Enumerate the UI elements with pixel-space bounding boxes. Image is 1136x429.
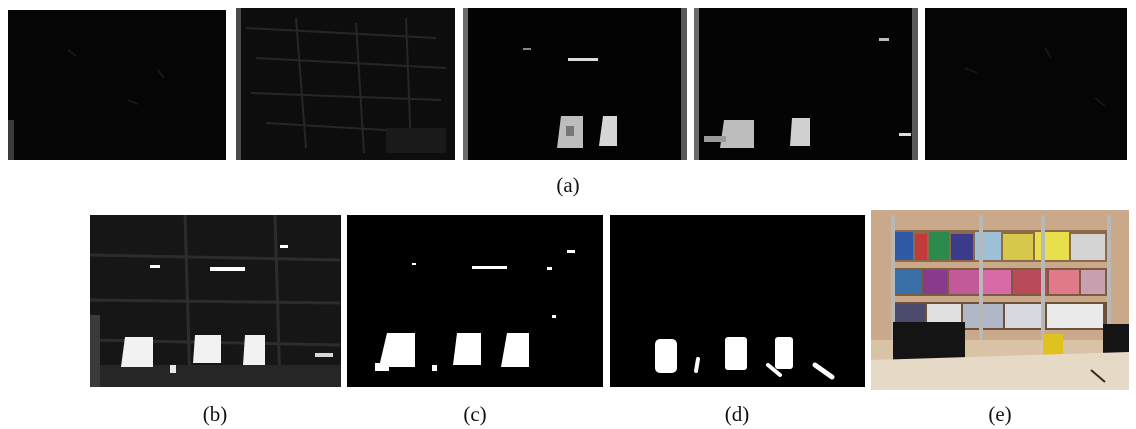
map-a2 (236, 8, 455, 160)
caption-a: (a) (556, 173, 580, 197)
map-b-grey (90, 215, 341, 387)
caption-d: (d) (724, 402, 750, 426)
map-a1 (8, 10, 226, 160)
map-d-segmentation (610, 215, 865, 387)
map-a4 (694, 8, 918, 160)
caption-b: (b) (202, 402, 228, 426)
map-a3 (463, 8, 687, 160)
caption-e: (e) (988, 402, 1012, 426)
map-c-binary (347, 215, 603, 387)
map-a5 (925, 8, 1127, 160)
photo-e-bookshelf (871, 210, 1129, 390)
caption-c: (c) (463, 402, 487, 426)
